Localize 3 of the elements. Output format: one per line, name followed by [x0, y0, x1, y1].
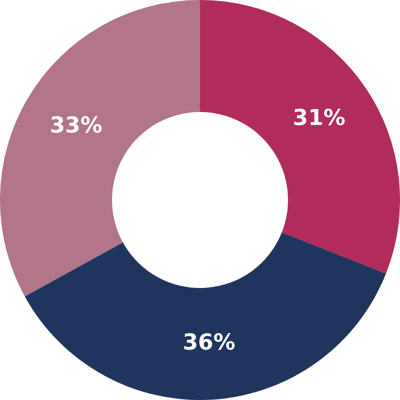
data-label: 33%	[50, 113, 102, 138]
data-label: 36%	[182, 330, 236, 356]
data-label: 31%	[292, 106, 346, 131]
